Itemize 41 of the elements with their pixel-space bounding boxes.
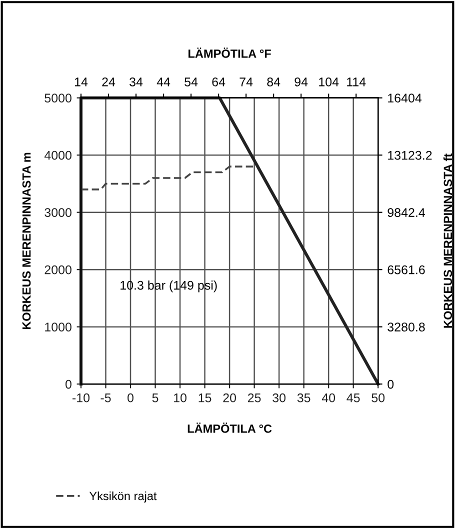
y-tick-label: 5000 xyxy=(44,94,72,103)
x-tick-label: 45 xyxy=(346,394,360,402)
x-tick-label: 15 xyxy=(198,394,212,402)
x-tick-label: 25 xyxy=(248,393,261,402)
y2-tick-label: 16404 xyxy=(388,94,422,103)
y-tick-label: 0 xyxy=(66,380,72,389)
x2-tick-label: 114 xyxy=(347,78,366,86)
y2-tick-label: 3280.8 xyxy=(388,322,425,332)
legend-label: Yksikön rajat xyxy=(89,492,157,503)
x2-tick-label: 64 xyxy=(212,78,226,86)
y2-tick-label: 6561.6 xyxy=(388,265,425,274)
x-tick-label: 40 xyxy=(322,393,336,402)
x2-tick-label: 104 xyxy=(319,78,339,86)
y-tick-label: 4000 xyxy=(44,150,72,160)
x-tick-label: -5 xyxy=(100,394,111,402)
x2-axis-title: LÄMPÖTILA °F xyxy=(188,48,271,58)
y-axis-title: KORKEUS MERENPINNASTA m xyxy=(22,152,31,330)
x-tick-label: 20 xyxy=(223,393,236,402)
y-tick-label: 2000 xyxy=(44,265,72,274)
x2-tick-label: 84 xyxy=(267,78,280,86)
x-tick-label: -10 xyxy=(72,393,90,402)
y2-tick-label: 9842.4 xyxy=(388,208,425,217)
x2-tick-label: 54 xyxy=(184,78,198,86)
x2-tick-label: 14 xyxy=(74,78,88,86)
x2-tick-label: 74 xyxy=(240,78,253,86)
x-tick-label: 0 xyxy=(128,393,134,402)
x2-tick-label: 24 xyxy=(102,78,116,86)
x-tick-label: 10 xyxy=(174,393,186,402)
x-tick-label: 50 xyxy=(372,393,385,402)
y2-tick-label: 13123.2 xyxy=(388,150,432,160)
x2-tick-label: 34 xyxy=(130,78,143,86)
x2-tick-label: 44 xyxy=(156,78,170,86)
x-axis-title: LÄMPÖTILA °C xyxy=(188,422,272,433)
y2-tick-label: 0 xyxy=(388,380,394,389)
y2-axis-title: KORKEUS MERENPINNASTA ft xyxy=(443,154,452,328)
y-tick-label: 1000 xyxy=(45,322,72,332)
x-tick-label: 5 xyxy=(152,394,158,402)
x-tick-label: 30 xyxy=(272,393,286,402)
x-tick-label: 35 xyxy=(297,393,310,402)
y-tick-label: 3000 xyxy=(44,208,72,217)
x2-tick-label: 94 xyxy=(294,78,308,86)
